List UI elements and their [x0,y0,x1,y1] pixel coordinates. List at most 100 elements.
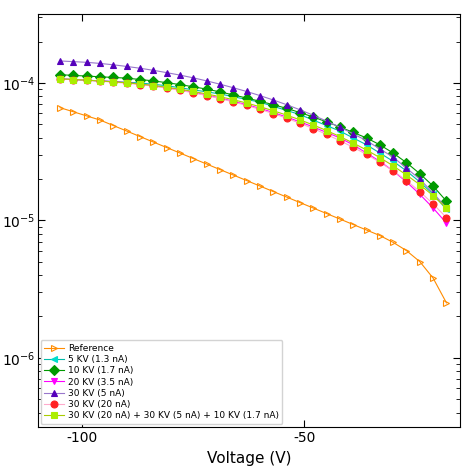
Reference [71,109,76,115]
5 KV (1.3 nA) [97,78,103,84]
20 KV (3.5 nA) [310,124,316,130]
30 KV (5 nA) [284,102,290,108]
30 KV (5 nA) [430,190,436,196]
Reference [271,189,276,194]
30 KV (20 nA) [444,215,449,220]
Reference [230,172,236,178]
Reference [430,275,436,281]
10 KV (1.7 nA) [110,74,116,80]
30 KV (20 nA) [310,126,316,131]
30 KV (5 nA) [204,78,210,84]
30 KV (5 nA) [97,61,103,66]
20 KV (3.5 nA) [230,99,236,104]
30 KV (20 nA) [57,76,63,82]
5 KV (1.3 nA) [310,117,316,123]
5 KV (1.3 nA) [177,85,183,91]
30 KV (5 nA) [124,64,129,69]
10 KV (1.7 nA) [430,183,436,189]
20 KV (3.5 nA) [337,135,343,141]
20 KV (3.5 nA) [137,81,143,87]
30 KV (20 nA) + 30 KV (5 nA) + 10 KV (1.7 nA) [350,140,356,146]
10 KV (1.7 nA) [84,73,90,79]
20 KV (3.5 nA) [191,90,196,95]
10 KV (1.7 nA) [244,95,249,101]
Line: 30 KV (20 nA) + 30 KV (5 nA) + 10 KV (1.7 nA): 30 KV (20 nA) + 30 KV (5 nA) + 10 KV (1.… [57,75,450,211]
5 KV (1.3 nA) [84,77,90,83]
30 KV (20 nA) + 30 KV (5 nA) + 10 KV (1.7 nA) [230,97,236,102]
20 KV (3.5 nA) [284,114,290,120]
Reference [297,200,303,205]
30 KV (20 nA) + 30 KV (5 nA) + 10 KV (1.7 nA) [404,172,410,178]
10 KV (1.7 nA) [217,89,223,95]
10 KV (1.7 nA) [164,80,170,85]
30 KV (5 nA) [110,62,116,68]
20 KV (3.5 nA) [364,150,369,156]
20 KV (3.5 nA) [57,76,63,82]
10 KV (1.7 nA) [177,82,183,87]
30 KV (20 nA) [137,82,143,87]
30 KV (5 nA) [191,75,196,81]
30 KV (5 nA) [297,107,303,113]
20 KV (3.5 nA) [350,142,356,148]
30 KV (20 nA) [337,138,343,144]
5 KV (1.3 nA) [297,112,303,118]
Line: Reference: Reference [57,104,450,306]
10 KV (1.7 nA) [257,99,263,104]
30 KV (5 nA) [164,70,170,75]
30 KV (20 nA) + 30 KV (5 nA) + 10 KV (1.7 nA) [110,79,116,85]
30 KV (5 nA) [137,65,143,71]
30 KV (20 nA) + 30 KV (5 nA) + 10 KV (1.7 nA) [57,76,63,82]
30 KV (20 nA) [84,77,90,83]
5 KV (1.3 nA) [271,103,276,109]
5 KV (1.3 nA) [364,142,369,148]
Reference [404,248,410,254]
20 KV (3.5 nA) [257,106,263,111]
5 KV (1.3 nA) [71,77,76,82]
20 KV (3.5 nA) [297,119,303,125]
Reference [97,117,103,123]
30 KV (5 nA) [84,60,90,65]
Reference [217,167,223,173]
10 KV (1.7 nA) [324,119,329,125]
30 KV (20 nA) [244,103,249,109]
30 KV (20 nA) + 30 KV (5 nA) + 10 KV (1.7 nA) [97,78,103,84]
30 KV (20 nA) [151,83,156,89]
Reference [350,222,356,228]
Reference [164,145,170,150]
20 KV (3.5 nA) [177,87,183,93]
20 KV (3.5 nA) [324,129,329,135]
30 KV (20 nA) [430,201,436,207]
30 KV (5 nA) [404,165,410,171]
30 KV (20 nA) + 30 KV (5 nA) + 10 KV (1.7 nA) [244,100,249,106]
30 KV (20 nA) + 30 KV (5 nA) + 10 KV (1.7 nA) [337,134,343,139]
10 KV (1.7 nA) [271,102,276,108]
20 KV (3.5 nA) [377,158,383,164]
20 KV (3.5 nA) [71,77,76,82]
10 KV (1.7 nA) [284,106,290,111]
20 KV (3.5 nA) [390,168,396,174]
30 KV (20 nA) [364,152,369,157]
30 KV (5 nA) [364,138,369,144]
20 KV (3.5 nA) [204,92,210,98]
20 KV (3.5 nA) [444,220,449,226]
30 KV (20 nA) [284,116,290,121]
10 KV (1.7 nA) [204,86,210,92]
Reference [284,194,290,200]
5 KV (1.3 nA) [204,89,210,95]
30 KV (20 nA) + 30 KV (5 nA) + 10 KV (1.7 nA) [324,128,329,133]
20 KV (3.5 nA) [430,205,436,211]
30 KV (20 nA) + 30 KV (5 nA) + 10 KV (1.7 nA) [71,77,76,82]
30 KV (20 nA) [271,111,276,117]
30 KV (5 nA) [310,112,316,118]
5 KV (1.3 nA) [217,91,223,97]
Reference [417,259,423,264]
10 KV (1.7 nA) [97,74,103,80]
10 KV (1.7 nA) [137,77,143,82]
30 KV (5 nA) [444,205,449,211]
Reference [124,128,129,134]
30 KV (20 nA) [177,88,183,93]
30 KV (20 nA) [204,93,210,99]
10 KV (1.7 nA) [364,135,369,141]
Legend: Reference, 5 KV (1.3 nA), 10 KV (1.7 nA), 20 KV (3.5 nA), 30 KV (5 nA), 30 KV (2: Reference, 5 KV (1.3 nA), 10 KV (1.7 nA)… [41,340,283,424]
10 KV (1.7 nA) [390,150,396,156]
